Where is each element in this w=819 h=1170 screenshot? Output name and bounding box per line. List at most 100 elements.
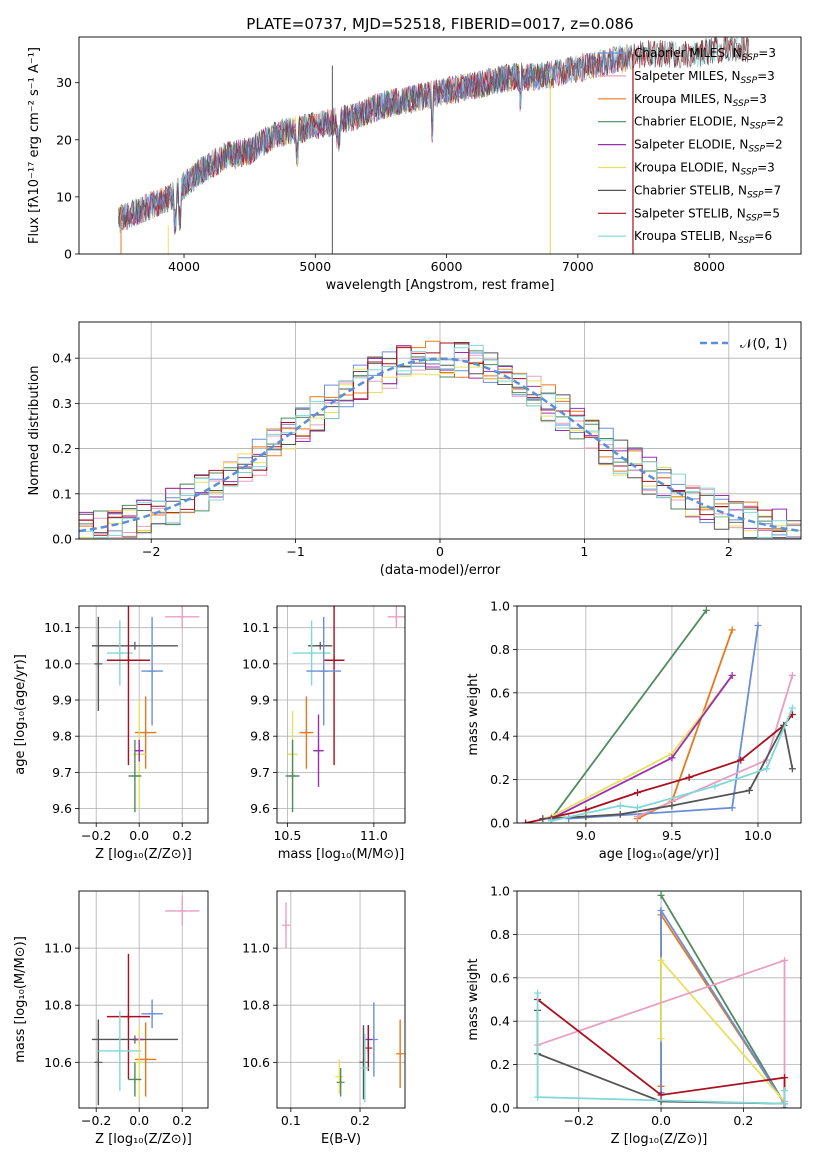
legend-label-text: Chabrier MILES, N (634, 46, 742, 60)
x-axis-label: (data-model)/error (380, 563, 501, 578)
legend-label-suffix: =3 (749, 92, 767, 106)
series-point (547, 817, 555, 823)
y-tick-label: 10.1 (242, 620, 270, 635)
legend-label-suffix: =3 (757, 69, 775, 83)
legend-entry: Salpeter MILES, NSSP=3 (598, 69, 775, 86)
x-tick-label: 0.2 (350, 1113, 370, 1128)
data-point (281, 921, 290, 930)
spectrum-line (118, 37, 749, 234)
x-tick-label: 9.5 (662, 828, 682, 843)
axes-frame (78, 321, 802, 540)
legend-label-sub: SSP (750, 122, 767, 132)
plot-area (517, 891, 801, 1108)
series-point (657, 1091, 665, 1099)
legend-label-sub: SSP (738, 236, 755, 246)
y-tick-label: 0.2 (490, 1057, 510, 1072)
series-point (633, 789, 641, 797)
plot-area (517, 606, 801, 823)
series-point (711, 782, 719, 790)
series-point (702, 606, 710, 614)
data-point (124, 1012, 133, 1021)
series-point (788, 671, 796, 679)
y-tick-label: 0.8 (490, 927, 510, 942)
series-line (536, 992, 786, 1105)
x-tick-label: −0.2 (81, 1113, 111, 1128)
y-tick-label: 10.0 (44, 656, 72, 671)
data-point (335, 1072, 344, 1081)
legend-label-suffix: =2 (766, 115, 784, 129)
legend-label: Kroupa STELIB, NSSP=6 (634, 229, 772, 246)
y-tick-label: 0.4 (490, 1014, 510, 1029)
x-tick-label: 0.2 (733, 1113, 753, 1128)
y-tick-label: 11.0 (44, 941, 72, 956)
x-tick-label: −0.2 (564, 1113, 594, 1128)
x-axis-label: wavelength [Angstrom, rest frame] (326, 278, 555, 293)
x-tick-label: 0.1 (281, 1113, 301, 1128)
spectrum-line (118, 37, 749, 231)
legend-label-sub: SSP (733, 99, 750, 109)
data-point (141, 728, 150, 737)
legend-label-text: Kroupa STELIB, N (634, 229, 738, 243)
y-tick-label: 0.0 (52, 532, 72, 547)
x-axis-label: Z [log₁₀(Z/Z⊙)] (95, 847, 192, 862)
x-tick-label: 4000 (168, 259, 200, 274)
y-tick-label: 0.8 (490, 642, 510, 657)
series-line (568, 625, 759, 820)
legend-label-text: Chabrier STELIB, N (634, 183, 747, 197)
x-tick-label: 0 (436, 544, 444, 559)
plot-area (277, 606, 405, 823)
y-tick-label: 0.1 (52, 486, 72, 501)
y-tick-label: 9.7 (250, 765, 270, 780)
legend-label: Salpeter ELODIE, NSSP=2 (634, 138, 783, 155)
x-tick-label: −0.2 (81, 828, 111, 843)
data-point (360, 1064, 369, 1073)
series-point (728, 671, 736, 679)
y-axis-label: mass weight (466, 673, 481, 755)
axes-frame (78, 605, 209, 824)
y-axis-label: age [log₁₀(age/yr)] (13, 654, 28, 775)
axes-frame (516, 890, 802, 1109)
data-point (135, 746, 144, 755)
x-tick-label: 11.0 (360, 828, 388, 843)
series-point (668, 754, 676, 762)
data-point (94, 1058, 103, 1067)
y-tick-label: 10.8 (242, 998, 270, 1013)
axes-frame (276, 890, 406, 1109)
y-tick-label: 9.8 (52, 729, 72, 744)
series-point (582, 812, 590, 820)
y-tick-label: 1.0 (490, 599, 510, 614)
x-tick-label: 0.0 (129, 828, 149, 843)
series-point (728, 804, 736, 812)
y-tick-label: 0.0 (490, 1101, 510, 1116)
data-point (330, 656, 339, 665)
x-tick-label: 0.2 (172, 828, 192, 843)
normal-curve (79, 357, 801, 533)
x-axis-label: Z [log₁₀(Z/Z⊙)] (95, 1132, 192, 1147)
legend-entry: Chabrier STELIB, NSSP=7 (598, 183, 781, 200)
data-point (178, 612, 187, 621)
data-point (178, 906, 187, 915)
spectrum-line (118, 37, 749, 234)
legend-label-text: Kroupa ELODIE, N (634, 161, 741, 175)
y-axis-label: Normed distribution (27, 366, 42, 496)
legend-label-suffix: =2 (765, 138, 783, 152)
data-point (141, 1055, 150, 1064)
mass-vs-metallicity-chart: −0.2 0.0 0.2 10.6 10.8 11.0 Z [log₁₀(Z/Z⊙)] mas… (13, 890, 209, 1147)
series-line (550, 609, 708, 820)
series-point (534, 989, 542, 997)
series-point (657, 907, 665, 915)
series-point (616, 802, 624, 810)
legend-label: Salpeter MILES, NSSP=3 (634, 69, 775, 86)
x-axis-label: E(B-V) (321, 1132, 361, 1147)
series-point (522, 819, 530, 823)
plot-area (277, 891, 405, 1108)
series-point (737, 756, 745, 764)
data-point (115, 1046, 124, 1055)
data-point (302, 728, 311, 737)
legend-label-sub: SSP (741, 76, 758, 86)
y-tick-label: 10.1 (44, 620, 72, 635)
series-point (534, 1093, 542, 1101)
legend-label-suffix: =5 (762, 206, 780, 220)
plot-area (79, 891, 208, 1108)
